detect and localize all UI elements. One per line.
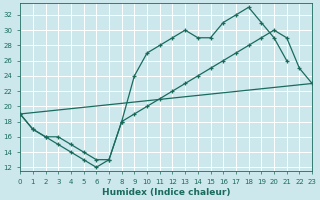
X-axis label: Humidex (Indice chaleur): Humidex (Indice chaleur)	[102, 188, 230, 197]
